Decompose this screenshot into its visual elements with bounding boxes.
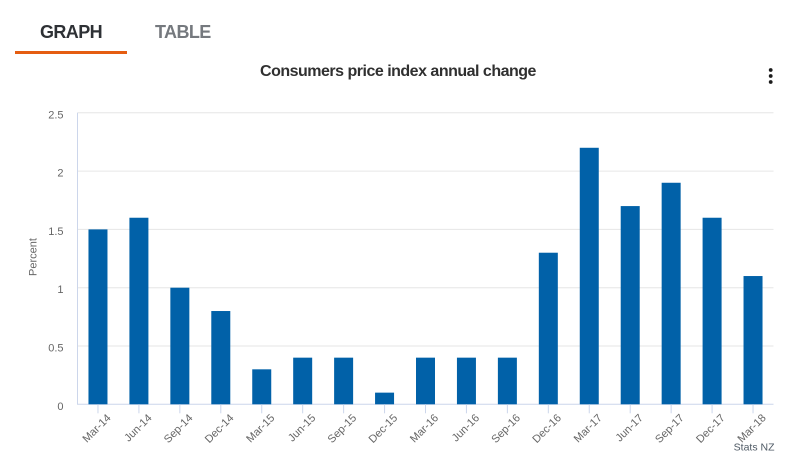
svg-text:Dec-14: Dec-14 <box>203 412 237 446</box>
svg-text:Dec-16: Dec-16 <box>530 412 564 446</box>
svg-text:Mar-16: Mar-16 <box>408 412 441 445</box>
svg-text:2.5: 2.5 <box>48 109 63 121</box>
svg-text:Mar-15: Mar-15 <box>244 412 277 445</box>
svg-text:Dec-17: Dec-17 <box>694 412 728 446</box>
svg-text:Mar-17: Mar-17 <box>572 412 605 445</box>
svg-text:0: 0 <box>57 401 63 413</box>
svg-text:Sep-16: Sep-16 <box>489 412 523 446</box>
svg-text:1: 1 <box>57 284 63 296</box>
svg-text:1.5: 1.5 <box>48 226 63 238</box>
svg-text:Sep-14: Sep-14 <box>162 412 196 446</box>
svg-text:Jun-14: Jun-14 <box>122 412 154 444</box>
svg-text:Sep-17: Sep-17 <box>653 412 687 446</box>
svg-text:Mar-14: Mar-14 <box>80 412 113 445</box>
svg-text:0.5: 0.5 <box>48 343 63 355</box>
svg-text:2: 2 <box>57 168 63 180</box>
svg-text:Dec-15: Dec-15 <box>367 412 401 446</box>
svg-text:Stats NZ: Stats NZ <box>734 441 775 453</box>
svg-text:Jun-16: Jun-16 <box>450 412 482 444</box>
svg-text:Sep-15: Sep-15 <box>326 412 360 446</box>
svg-text:Jun-17: Jun-17 <box>614 412 646 444</box>
svg-text:Percent: Percent <box>28 238 40 276</box>
svg-text:Jun-15: Jun-15 <box>286 412 318 444</box>
svg-text:Mar-18: Mar-18 <box>736 412 769 445</box>
